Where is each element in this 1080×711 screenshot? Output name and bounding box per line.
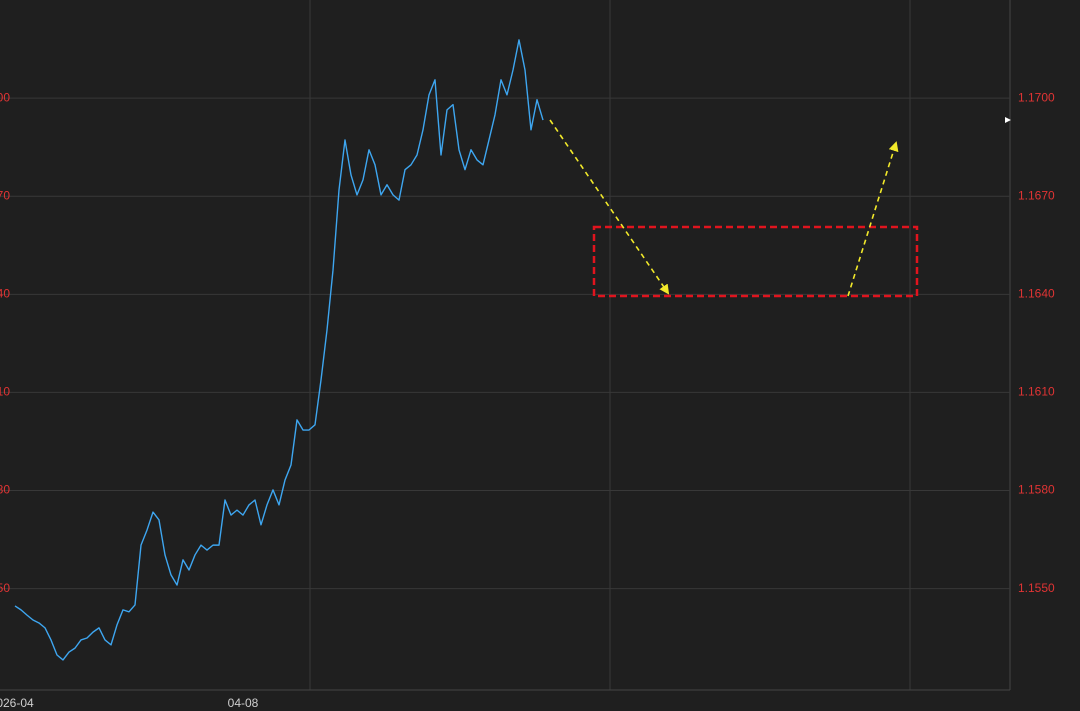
x-tick-label: 04-08 xyxy=(228,696,259,710)
y-tick-label: 1.1640 xyxy=(1018,286,1055,300)
arrow-down xyxy=(549,119,670,295)
price-line xyxy=(14,39,544,661)
y-tick-label-left: 1.1640 xyxy=(0,286,10,300)
y-tick-label-left: 1.1670 xyxy=(0,188,10,202)
arrow-up xyxy=(847,141,899,297)
x-tick-label: 026-04 xyxy=(0,696,34,710)
plot: 1.1550 1.1550 1.1580 1.1580 1.1610 1.1610 1.16… xyxy=(0,39,1055,710)
y-tick-label-left: 1.1700 xyxy=(0,90,10,104)
y-tick-label: 1.1670 xyxy=(1018,188,1055,202)
y-tick-label: 1.1580 xyxy=(1018,483,1055,497)
y-tick-label-left: 1.1580 xyxy=(0,483,10,497)
y-tick-label: 1.1610 xyxy=(1018,385,1055,399)
y-tick-label: 1.1700 xyxy=(1018,90,1055,104)
y-tick-label: 1.1550 xyxy=(1018,581,1055,595)
y-tick-label-left: 1.1550 xyxy=(0,581,10,595)
target-zone xyxy=(592,225,919,298)
price-marker xyxy=(1005,117,1011,123)
y-tick-label-left: 1.1610 xyxy=(0,385,10,399)
